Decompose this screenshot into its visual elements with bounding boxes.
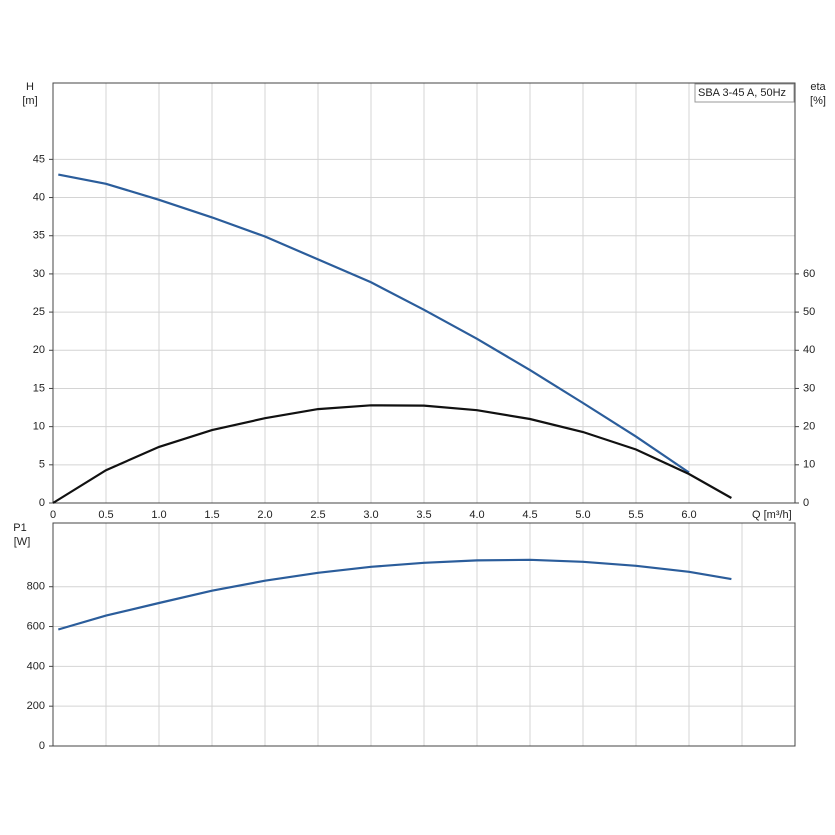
- y-tick-label: 25: [33, 306, 45, 318]
- x-tick-label: 4.0: [469, 509, 484, 521]
- y2-label: eta: [810, 81, 826, 93]
- plot-frame: [52, 522, 796, 747]
- y2-tick-label: 10: [803, 459, 815, 471]
- y2-tick-label: 30: [803, 382, 815, 394]
- x-tick-label: 4.5: [522, 509, 537, 521]
- x-tick-label: 0.5: [98, 509, 113, 521]
- y-tick-label: 5: [39, 459, 45, 471]
- y-tick-label: 800: [27, 581, 45, 593]
- x-tick-label: 3.5: [416, 509, 431, 521]
- y-tick-label: 20: [33, 344, 45, 356]
- x-tick-label: 1.5: [204, 509, 219, 521]
- annotation: SBA 3-45 A, 50Hz: [698, 87, 786, 99]
- curve: [52, 404, 732, 504]
- y-tick-label: 40: [33, 191, 45, 203]
- y-label: H: [26, 81, 34, 93]
- y-tick-label: 0: [39, 740, 45, 752]
- y-label: P1: [13, 522, 26, 534]
- x-tick-label: 1.0: [151, 509, 166, 521]
- y-tick-label: 0: [39, 497, 45, 509]
- y-tick-label: 200: [27, 700, 45, 712]
- x-tick-label: 2.5: [310, 509, 325, 521]
- x-tick-label: 0: [50, 509, 56, 521]
- plot-frame: [52, 82, 796, 504]
- y-tick-label: 600: [27, 620, 45, 632]
- x-label: Q [m³/h]: [752, 509, 792, 521]
- curve: [58, 173, 690, 474]
- y-tick-label: 30: [33, 268, 45, 280]
- annotation-box: [694, 83, 795, 103]
- y-tick-label: 15: [33, 382, 45, 394]
- y-tick-label: 400: [27, 660, 45, 672]
- y2-tick-label: 0: [803, 497, 809, 509]
- x-tick-label: 3.0: [363, 509, 378, 521]
- y-unit: [m]: [22, 95, 37, 107]
- y2-tick-label: 50: [803, 306, 815, 318]
- x-tick-label: 6.0: [681, 509, 696, 521]
- y2-unit: [%]: [810, 95, 826, 107]
- x-tick-label: 5.5: [628, 509, 643, 521]
- x-tick-label: 5.0: [575, 509, 590, 521]
- curve: [57, 558, 732, 631]
- x-tick-label: 2.0: [257, 509, 272, 521]
- y2-tick-label: 20: [803, 421, 815, 433]
- y-tick-label: 45: [33, 153, 45, 165]
- y-tick-label: 10: [33, 421, 45, 433]
- y-unit: [W]: [14, 536, 31, 548]
- y2-tick-label: 40: [803, 344, 815, 356]
- y2-tick-label: 60: [803, 268, 815, 280]
- y-tick-label: 35: [33, 230, 45, 242]
